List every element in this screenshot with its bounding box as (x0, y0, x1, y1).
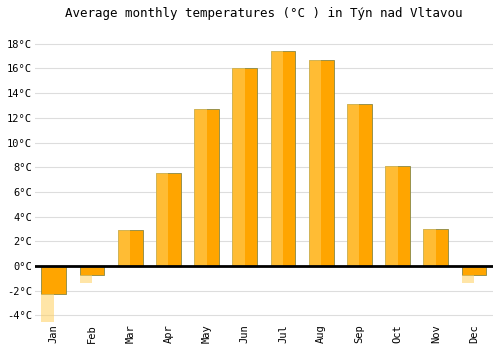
Bar (462, 266, 486, 275)
Bar (118, 230, 142, 266)
Bar (42, 266, 66, 294)
Bar (80, 275, 92, 283)
Bar (424, 229, 448, 266)
Bar (118, 230, 130, 266)
Bar (385, 166, 398, 266)
Bar (347, 104, 360, 266)
Bar (156, 173, 168, 266)
Title: Average monthly temperatures (°C ) in Týn nad Vltavou: Average monthly temperatures (°C ) in Tý… (65, 7, 462, 20)
Bar (385, 166, 410, 266)
Bar (194, 109, 206, 266)
Bar (80, 266, 104, 275)
Bar (232, 69, 245, 266)
Bar (309, 60, 334, 266)
Bar (347, 104, 372, 266)
Bar (42, 294, 54, 323)
Bar (270, 51, 283, 266)
Bar (270, 51, 295, 266)
Bar (424, 229, 436, 266)
Bar (156, 173, 181, 266)
Bar (194, 109, 219, 266)
Bar (309, 60, 321, 266)
Bar (462, 275, 474, 283)
Bar (232, 69, 257, 266)
